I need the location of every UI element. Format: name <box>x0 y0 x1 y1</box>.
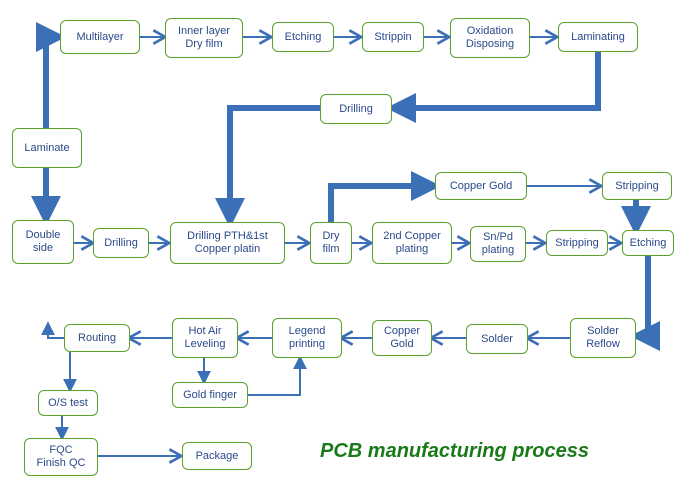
node-etching1: Etching <box>272 22 334 52</box>
node-fqc: FQCFinish QC <box>24 438 98 476</box>
node-oxidation: OxidationDisposing <box>450 18 530 58</box>
node-drilling_top: Drilling <box>320 94 392 124</box>
node-innerlayer: Inner layerDry film <box>165 18 243 58</box>
node-routing: Routing <box>64 324 130 352</box>
edge <box>248 358 300 395</box>
node-coppergold_t: Copper Gold <box>435 172 527 200</box>
edge <box>48 324 64 338</box>
node-strippin: Strippin <box>362 22 424 52</box>
node-stripping_mid: Stripping <box>546 230 608 256</box>
node-drilling_l: Drilling <box>93 228 149 258</box>
node-laminate: Laminate <box>12 128 82 168</box>
node-pth: Drilling PTH&1stCopper platin <box>170 222 285 264</box>
edge <box>392 52 598 108</box>
node-multilayer: Multilayer <box>60 20 140 54</box>
node-coppergold_b: CopperGold <box>372 320 432 356</box>
node-laminating: Laminating <box>558 22 638 52</box>
node-package: Package <box>182 442 252 470</box>
edge <box>46 37 60 128</box>
edge <box>636 256 648 336</box>
node-cu2: 2nd Copperplating <box>372 222 452 264</box>
node-doubleside: Doubleside <box>12 220 74 264</box>
node-snpd: Sn/Pdplating <box>470 226 526 262</box>
node-stripping_r: Stripping <box>602 172 672 200</box>
node-solderreflow: SolderReflow <box>570 318 636 358</box>
node-ostest: O/S test <box>38 390 98 416</box>
node-goldfinger: Gold finger <box>172 382 248 408</box>
node-solder: Solder <box>466 324 528 354</box>
node-etching_r: Etching <box>622 230 674 256</box>
edge <box>331 186 435 222</box>
edge <box>230 108 320 222</box>
node-dryfilm: Dryfilm <box>310 222 352 264</box>
diagram-title: PCB manufacturing process <box>320 440 589 463</box>
node-hotair: Hot AirLeveling <box>172 318 238 358</box>
node-legend: Legendprinting <box>272 318 342 358</box>
